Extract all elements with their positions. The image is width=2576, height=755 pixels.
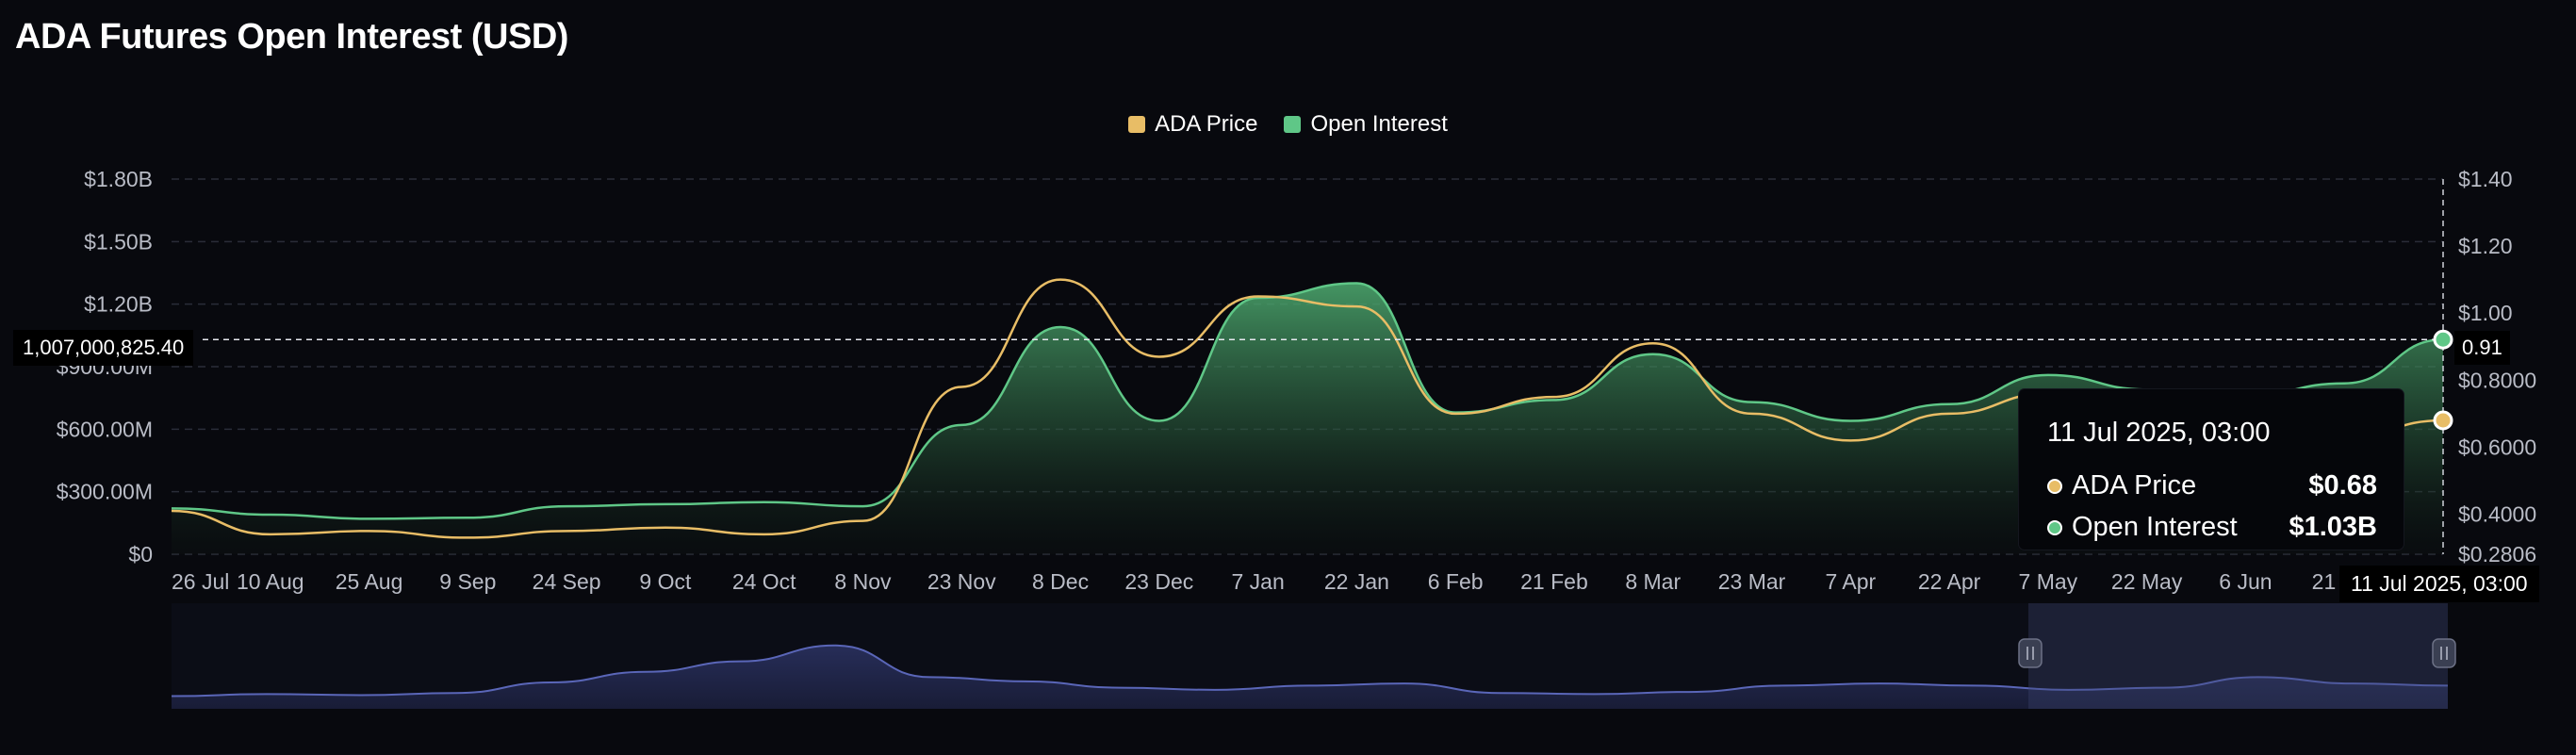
x-tick-label: 23 Mar — [1718, 569, 1786, 594]
legend-item-ada-price[interactable]: ADA Price — [1128, 111, 1257, 138]
x-tick-label: 25 Aug — [336, 569, 403, 594]
left-tick-label: $600.00M — [57, 417, 153, 441]
x-tick-label: 7 Jan — [1231, 569, 1284, 594]
navigator-selection — [2028, 603, 2448, 709]
x-tick-label: 8 Nov — [834, 569, 892, 594]
x-tick-label: 23 Nov — [927, 569, 996, 594]
left-axis: $0$300.00M$600.00M$900.00M$1.20B$1.50B$1… — [57, 167, 153, 566]
x-tick-label: 8 Mar — [1625, 569, 1681, 594]
x-tick-label: 6 Feb — [1428, 569, 1484, 594]
legend-item-open-interest[interactable]: Open Interest — [1284, 111, 1448, 138]
tooltip-date: 11 Jul 2025, 03:00 — [2047, 418, 2271, 448]
x-tick-label: 24 Oct — [732, 569, 796, 594]
tooltip-row-ada-price: ADA Price $0.68 — [2047, 470, 2377, 501]
x-tick-label: 22 Jan — [1324, 569, 1389, 594]
tooltip-row-open-interest: Open Interest $1.03B — [2047, 512, 2377, 543]
x-tick-label: 9 Oct — [639, 569, 692, 594]
right-tick-label: $0.4000 — [2458, 502, 2536, 527]
right-tick-label: $0.6000 — [2458, 435, 2536, 459]
right-tick-label: $0.2806 — [2458, 542, 2536, 566]
left-tick-label: $1.20B — [84, 292, 153, 317]
right-axis: $0.2806 $0.4000 $0.6000 $0.8000 $1.00 $1.20 $1… — [2458, 167, 2536, 566]
tooltip-dot-ada-price — [2047, 478, 2062, 494]
crosshair-x-label: 11 Jul 2025, 03:00 — [2339, 566, 2539, 602]
x-tick-label: 6 Jun — [2219, 569, 2272, 594]
right-tick-label: $1.20 — [2458, 234, 2513, 258]
crosshair-y-label-left: 1,007,000,825.40 — [13, 330, 194, 366]
chart-legend: ADA Price Open Interest — [0, 111, 2576, 138]
legend-swatch-ada-price — [1128, 116, 1146, 133]
x-tick-label: 10 Aug — [237, 569, 304, 594]
navigator-handle-right[interactable] — [2432, 638, 2456, 668]
crosshair — [203, 179, 2453, 554]
crosshair-y-label-right: 0.91 — [2454, 331, 2510, 365]
x-tick-label: 22 Apr — [1918, 569, 1981, 594]
legend-label-ada-price: ADA Price — [1155, 111, 1258, 137]
x-tick-label: 9 Sep — [439, 569, 496, 594]
tooltip-value-ada-price: $0.68 — [2308, 470, 2377, 501]
x-tick-label: 23 Dec — [1124, 569, 1193, 594]
tooltip-dot-open-interest — [2047, 519, 2062, 535]
chart-tooltip: 11 Jul 2025, 03:00 ADA Price $0.68 Open … — [2019, 389, 2404, 550]
open-interest-area — [172, 283, 2443, 554]
x-tick-label: 7 May — [2019, 569, 2078, 594]
x-tick-label: 21 Feb — [1520, 569, 1588, 594]
open-interest-line — [171, 282, 2444, 520]
navigator-handle-left[interactable] — [2018, 638, 2043, 668]
page-title: ADA Futures Open Interest (USD) — [15, 17, 568, 57]
left-tick-label: $0 — [128, 542, 153, 566]
open-interest-marker — [2433, 329, 2453, 350]
tooltip-label-ada-price: ADA Price — [2072, 470, 2197, 501]
x-tick-label: 7 Apr — [1825, 569, 1876, 594]
legend-label-open-interest: Open Interest — [1310, 111, 1448, 137]
tooltip-label-open-interest: Open Interest — [2072, 512, 2238, 542]
x-tick-label: 24 Sep — [533, 569, 601, 594]
navigator[interactable] — [171, 603, 2456, 709]
right-tick-label: $0.8000 — [2458, 368, 2536, 392]
ada-price-marker — [2433, 410, 2453, 431]
left-tick-label: $1.80B — [84, 167, 153, 191]
legend-swatch-open-interest — [1284, 116, 1302, 133]
x-tick-label: 22 May — [2111, 569, 2183, 594]
right-tick-label: $1.00 — [2458, 301, 2513, 325]
right-tick-label: $1.40 — [2458, 167, 2513, 191]
left-tick-label: $1.50B — [84, 229, 153, 254]
x-axis: 26 Jul 10 Aug 25 Aug 9 Sep 24 Sep 9 Oct 24 Oct… — [172, 569, 2377, 594]
x-tick-label: 8 Dec — [1032, 569, 1089, 594]
x-tick-label: 26 Jul — [172, 569, 229, 594]
left-tick-label: $300.00M — [57, 480, 153, 504]
navigator-line — [171, 644, 2449, 698]
tooltip-value-open-interest: $1.03B — [2289, 512, 2377, 542]
